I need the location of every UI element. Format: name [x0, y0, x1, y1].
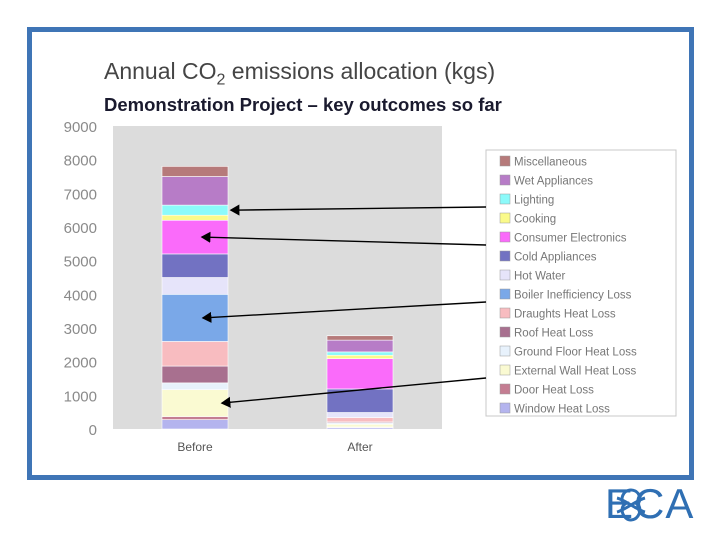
chart-title: Annual CO2 emissions allocation (kgs)	[104, 58, 624, 90]
bar-segment-0-0	[161, 419, 229, 430]
legend-label: Boiler Inefficiency Loss	[514, 290, 632, 302]
legend-swatch	[499, 250, 511, 262]
legend-swatch	[499, 231, 511, 243]
legend-swatch	[499, 174, 511, 186]
y-tick-label: 3000	[64, 321, 97, 338]
bar-segment-1-12	[326, 339, 394, 353]
bar-segment-1-9	[326, 358, 394, 390]
bar-segment-1-2	[326, 423, 394, 428]
legend-swatch	[499, 288, 511, 300]
pointer-arrow	[201, 301, 487, 324]
legend-label: Ground Floor Heat Loss	[514, 347, 637, 359]
legend-label: Draughts Heat Loss	[514, 309, 616, 321]
legend-swatch	[499, 193, 511, 205]
bar-segment-0-6	[161, 294, 229, 342]
legend-label: Roof Heat Loss	[514, 328, 594, 340]
pointer-arrow	[200, 231, 487, 246]
bar-segment-0-3	[161, 382, 229, 390]
legend-label: Hot Water	[514, 271, 566, 283]
chart-subtitle: Demonstration Project – key outcomes so …	[104, 94, 502, 115]
bar-segment-0-2	[161, 389, 229, 417]
bar-segment-0-11	[161, 204, 229, 216]
y-tick-label: 7000	[64, 186, 97, 203]
bar-segment-0-4	[161, 365, 229, 384]
y-tick-label: 1000	[64, 388, 97, 405]
legend-label: Cooking	[514, 214, 556, 226]
legend-swatch	[499, 383, 511, 395]
title-text: Annual CO	[104, 58, 217, 84]
y-tick-label: 2000	[64, 355, 97, 372]
y-tick-label: 8000	[64, 153, 97, 170]
legend-label: Door Heat Loss	[514, 385, 594, 397]
title-text-rest: emissions allocation (kgs)	[225, 58, 496, 84]
legend-label: Consumer Electronics	[514, 233, 627, 245]
y-tick-label: 9000	[64, 119, 97, 136]
eca-logo-icon	[616, 488, 646, 522]
pointer-arrow	[220, 377, 487, 408]
legend-label: Lighting	[514, 195, 554, 207]
y-tick-label: 5000	[64, 254, 97, 271]
bar-segment-0-5	[161, 341, 229, 367]
bar-segment-0-1	[161, 416, 229, 420]
y-tick-label: 4000	[64, 287, 97, 304]
x-tick-label: After	[347, 440, 372, 454]
legend-swatch	[499, 307, 511, 319]
legend-swatch	[499, 212, 511, 224]
bar-segment-1-7	[326, 412, 394, 418]
legend-box	[485, 149, 677, 417]
legend-swatch	[499, 402, 511, 414]
bar-segment-1-10	[326, 354, 394, 359]
legend-label: Window Heat Loss	[514, 404, 610, 416]
legend-label: Cold Appliances	[514, 252, 597, 264]
y-tick-label: 0	[89, 422, 97, 439]
bar-segment-1-5	[326, 417, 394, 423]
legend-label: Wet Appliances	[514, 176, 593, 188]
bar-segment-0-12	[161, 176, 229, 206]
legend-label: Miscellaneous	[514, 157, 587, 169]
eca-logo-text: ECA	[605, 480, 695, 527]
legend-swatch	[499, 269, 511, 281]
legend-swatch	[499, 364, 511, 376]
bar-segment-0-10	[161, 214, 229, 221]
pointer-arrow	[229, 204, 487, 216]
legend-swatch	[499, 155, 511, 167]
title-subscript: 2	[216, 71, 226, 89]
y-tick-label: 6000	[64, 220, 97, 237]
bar-segment-1-13	[326, 335, 394, 341]
legend-swatch	[499, 326, 511, 338]
legend-swatch	[499, 345, 511, 357]
legend-label: External Wall Heat Loss	[514, 366, 637, 378]
x-tick-label: Before	[177, 440, 213, 454]
bar-segment-0-7	[161, 277, 229, 295]
bar-segment-1-11	[326, 351, 394, 356]
bar-segment-0-13	[161, 166, 229, 177]
bar-segment-0-8	[161, 253, 229, 278]
